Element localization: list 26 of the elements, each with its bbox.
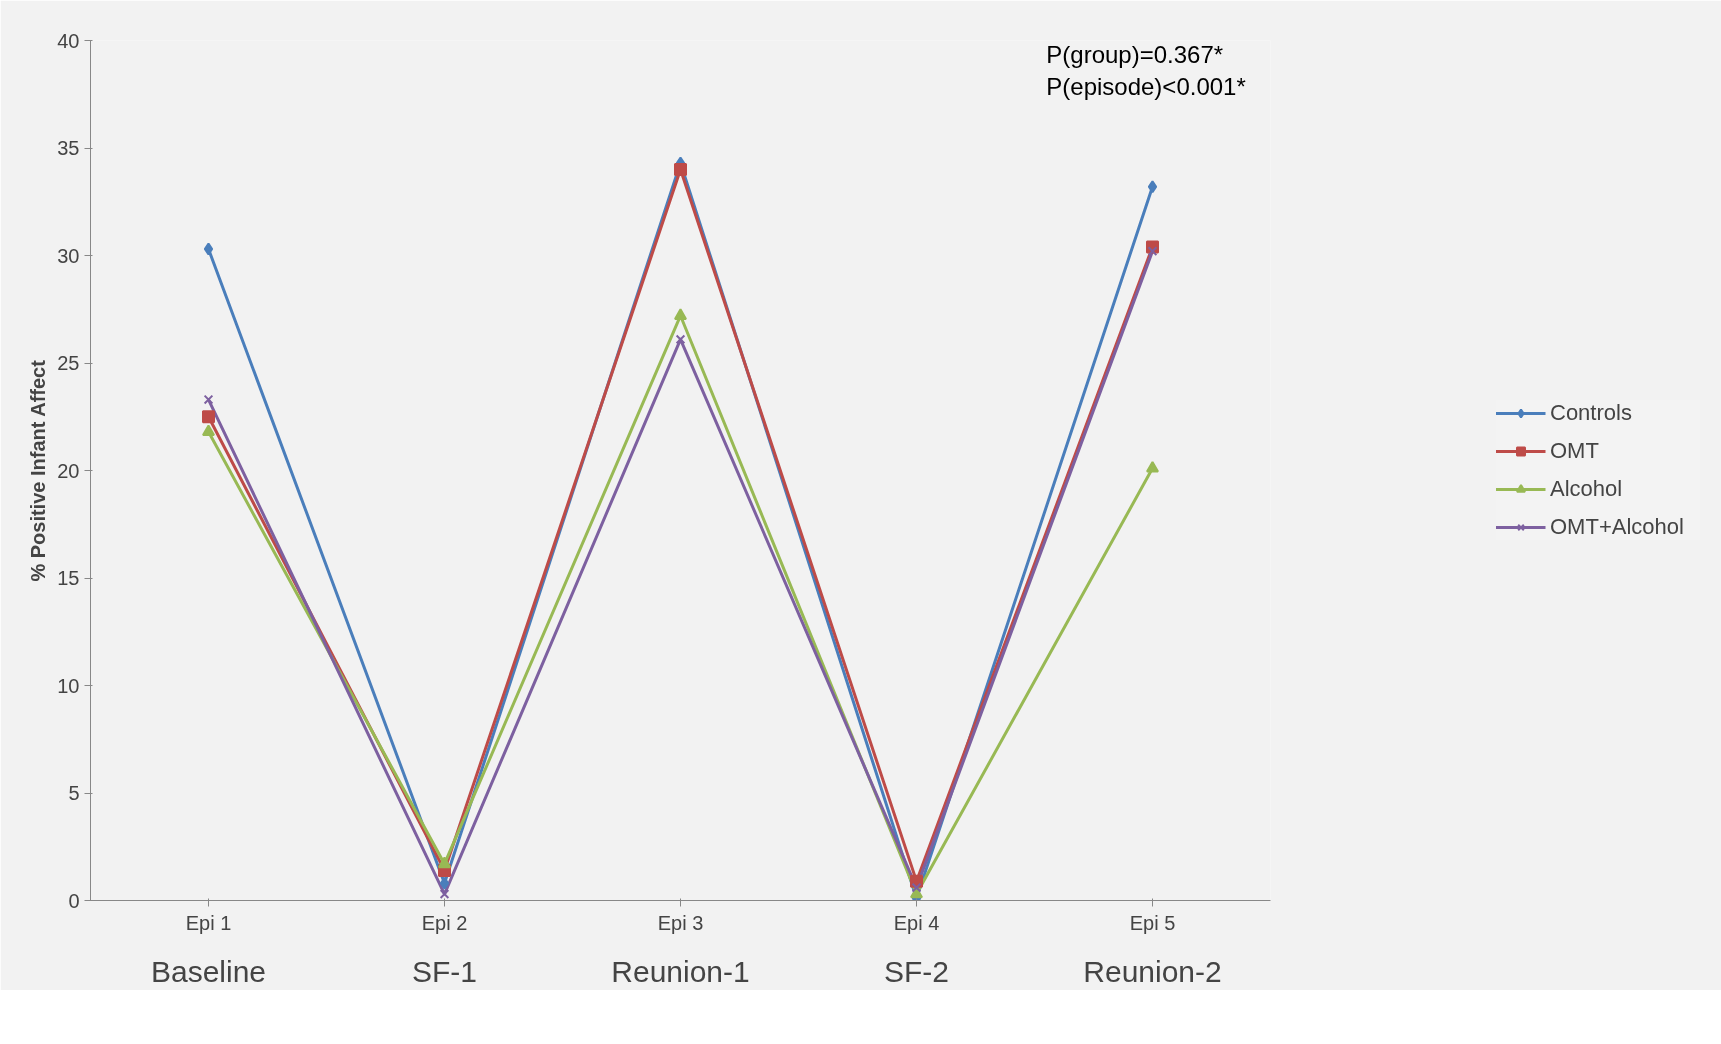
text: Baseline [150,954,267,988]
y-tick-label: 15 [57,567,80,589]
y-tick-label: 30 [57,244,80,267]
x-tick-label: Epi 1 [185,911,232,934]
annotation: P(episode)<0.001* [1046,72,1246,100]
text: SF-2 [884,954,950,988]
y-tick-label: 0 [68,889,80,912]
x-tick-label: Epi 4 [893,911,940,934]
text: Reunion-2 [1083,954,1222,988]
y-tick-label: 25 [57,352,80,374]
y-tick-label: 20 [57,459,80,482]
y-tick-label: 10 [57,674,80,697]
annotation: P(group)=0.367* [1046,40,1224,68]
y-axis-title: % Positive Infant Affect [27,359,50,582]
x-tick-label: Epi 2 [421,911,468,934]
text: SF-1 [412,954,478,988]
y-tick-label: 35 [57,137,80,159]
legend-label: OMT+Alcohol [1550,514,1685,540]
x-tick-label: Epi 5 [1129,911,1176,934]
legend-label: Controls [1550,400,1633,426]
y-tick-label: 40 [57,29,80,52]
y-tick-label: 5 [68,782,80,804]
legend-label: Alcohol [1550,476,1624,502]
x-tick-label: Epi 3 [657,911,704,934]
legend-label: OMT [1550,438,1600,464]
text: Reunion-1 [611,954,750,988]
